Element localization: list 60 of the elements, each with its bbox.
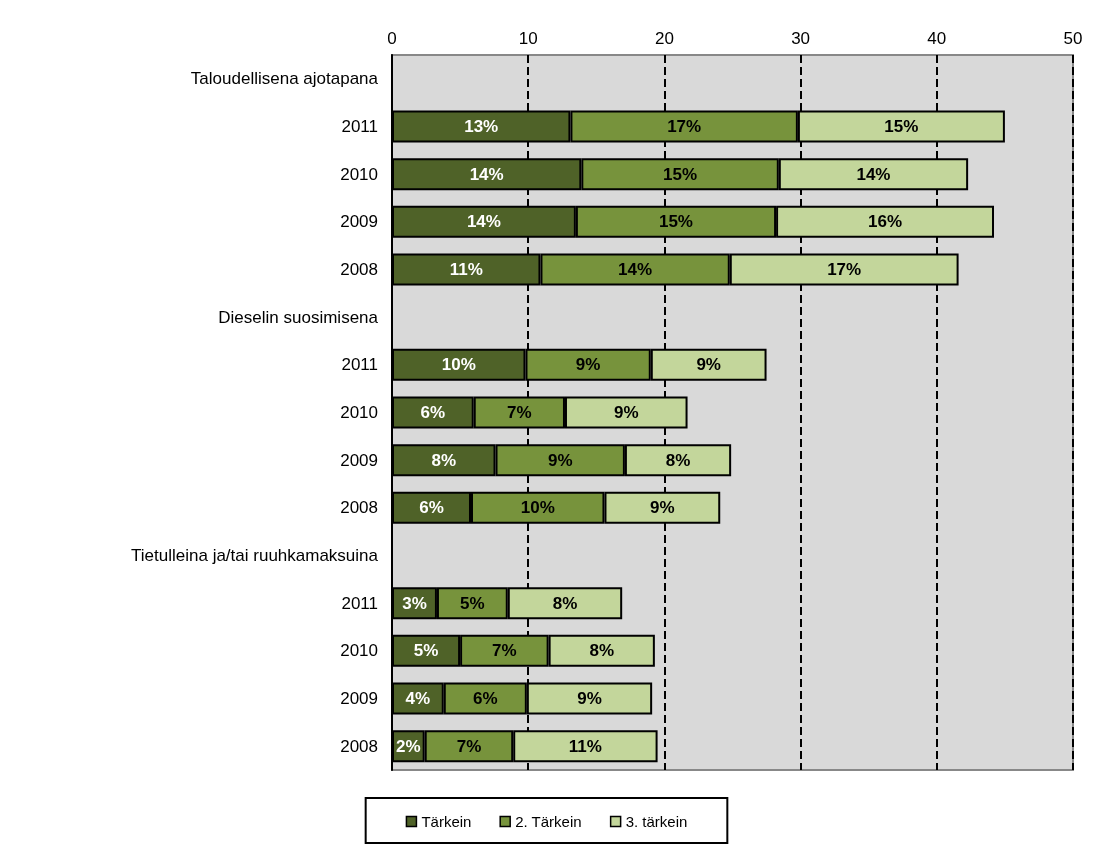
data-label: 14% <box>466 212 501 232</box>
x-tick-label: 40 <box>927 29 947 48</box>
y-tick-label: 2009 <box>340 689 378 708</box>
data-label: 9% <box>696 355 721 375</box>
data-label: 14% <box>856 164 891 184</box>
x-tick-label: 30 <box>791 29 811 48</box>
data-label: 6% <box>419 498 444 518</box>
y-tick-label: 2011 <box>341 355 378 375</box>
data-label: 2% <box>396 736 421 756</box>
data-label: 17% <box>667 117 702 136</box>
y-tick-label: 2011 <box>341 593 378 613</box>
data-label: 10% <box>441 355 476 375</box>
data-label: 4% <box>405 689 431 708</box>
y-tick-label: 2010 <box>340 164 378 184</box>
data-label: 15% <box>658 212 693 232</box>
y-tick-label: Tietulleina ja/tai ruuhkamaksuina <box>131 546 379 565</box>
data-label: 6% <box>420 403 446 422</box>
y-tick-label: 2008 <box>340 498 378 518</box>
y-tick-label: 2011 <box>341 117 378 136</box>
legend-label: Tärkein <box>421 813 472 830</box>
data-label: 7% <box>456 736 482 756</box>
data-label: 9% <box>613 403 639 422</box>
data-label: 16% <box>868 212 903 232</box>
data-label: 9% <box>650 498 675 518</box>
y-tick-label: 2010 <box>340 403 378 422</box>
y-tick-label: Taloudellisena ajotapana <box>190 69 379 89</box>
data-label: 17% <box>827 260 862 279</box>
data-label: 3% <box>402 593 427 613</box>
data-label: 8% <box>589 641 615 661</box>
legend-label: 3. tärkein <box>625 813 688 830</box>
data-label: 6% <box>473 689 498 708</box>
y-tick-label: Dieselin suosimisena <box>218 307 379 327</box>
x-tick-label: 50 <box>1063 29 1083 48</box>
data-label: 9% <box>547 450 573 470</box>
data-label: 15% <box>884 117 919 136</box>
data-label: 13% <box>464 117 499 136</box>
data-label: 10% <box>520 498 555 518</box>
data-label: 11% <box>568 736 602 756</box>
data-label: 9% <box>577 689 602 708</box>
data-label: 14% <box>618 260 653 279</box>
legend-label: 2. Tärkein <box>515 813 582 830</box>
data-label: 5% <box>413 641 439 661</box>
data-label: 15% <box>663 164 698 184</box>
data-label: 5% <box>460 593 485 613</box>
y-tick-label: 2008 <box>340 736 378 756</box>
y-tick-label: 2009 <box>340 450 378 470</box>
data-label: 9% <box>575 355 601 375</box>
data-label: 8% <box>431 450 457 470</box>
data-label: 8% <box>665 450 691 470</box>
data-label: 8% <box>552 593 578 613</box>
y-tick-label: 2008 <box>340 260 378 279</box>
x-tick-label: 0 <box>387 29 397 48</box>
y-tick-label: 2010 <box>340 641 378 661</box>
x-tick-label: 10 <box>518 29 538 48</box>
x-tick-label: 20 <box>654 29 674 48</box>
y-tick-label: 2009 <box>340 212 378 232</box>
data-label: 11% <box>449 260 483 279</box>
data-label: 14% <box>469 164 504 184</box>
data-label: 7% <box>507 403 532 422</box>
data-label: 7% <box>492 641 517 661</box>
